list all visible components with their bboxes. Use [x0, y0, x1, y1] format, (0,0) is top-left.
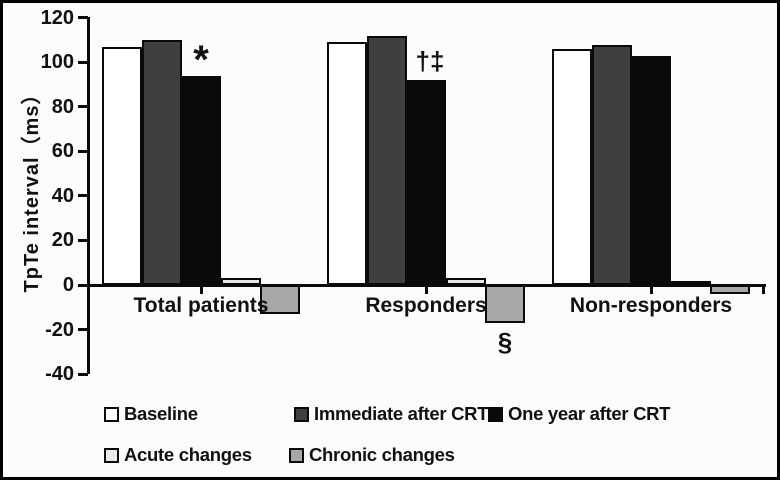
y-tick-label: 0: [62, 274, 74, 296]
category-label: Non-responders: [569, 294, 733, 317]
y-tick-label: 120: [40, 6, 74, 29]
bar: [591, 44, 632, 285]
y-axis-tick: [78, 328, 88, 332]
legend-item: Acute changes: [104, 444, 252, 466]
y-axis-tick: [78, 16, 88, 20]
y-tick-label: -40: [45, 363, 74, 386]
y-axis-tick: [78, 149, 88, 153]
legend-item: Immediate after CRT: [294, 403, 489, 425]
legend-label: One year after CRT: [508, 403, 671, 424]
y-axis-tick: [78, 105, 88, 109]
x-axis-tick: [649, 285, 653, 294]
legend-item: Baseline: [104, 403, 198, 425]
legend-swatch: [104, 406, 119, 422]
bar: [366, 35, 407, 285]
bar: [181, 75, 221, 285]
y-tick-label: 40: [51, 184, 74, 207]
x-axis-end-tick: [761, 285, 765, 294]
legend-item: One year after CRT: [488, 403, 670, 425]
y-tick-label: 100: [40, 51, 74, 74]
y-tick-label: 60: [51, 140, 74, 163]
bar: [552, 48, 592, 285]
significance-marker: †‡: [415, 46, 445, 77]
bar: [260, 285, 300, 314]
y-axis-tick: [78, 60, 88, 64]
category-label: Responders: [365, 294, 487, 317]
y-axis-tick: [78, 283, 88, 287]
bar: [141, 40, 182, 285]
legend-swatch: [488, 406, 503, 422]
y-axis-line: [86, 17, 90, 374]
category-label: Total patients: [133, 294, 269, 317]
bar: [327, 42, 367, 285]
y-tick-label: -20: [45, 318, 74, 341]
legend-swatch: [104, 447, 119, 463]
legend-label: Chronic changes: [309, 444, 455, 465]
bar: [102, 46, 142, 285]
legend-label: Baseline: [124, 403, 198, 424]
bar: [631, 55, 671, 285]
legend-swatch: [294, 406, 309, 422]
y-tick-label: 80: [51, 95, 74, 118]
legend-item: Chronic changes: [289, 444, 455, 466]
legend-label: Immediate after CRT: [314, 403, 489, 424]
significance-marker: *: [193, 37, 209, 82]
bar: [710, 285, 750, 294]
significance-marker: §: [497, 326, 513, 357]
bar: [485, 285, 525, 323]
x-axis-tick: [199, 285, 203, 294]
y-axis-tick: [78, 372, 88, 376]
y-axis-tick: [78, 194, 88, 198]
y-tick-label: 20: [51, 229, 74, 252]
y-axis-tick: [78, 238, 88, 242]
x-axis-tick: [424, 285, 428, 294]
legend-label: Acute changes: [124, 444, 252, 465]
bar: [406, 80, 446, 285]
legend-swatch: [289, 447, 304, 463]
